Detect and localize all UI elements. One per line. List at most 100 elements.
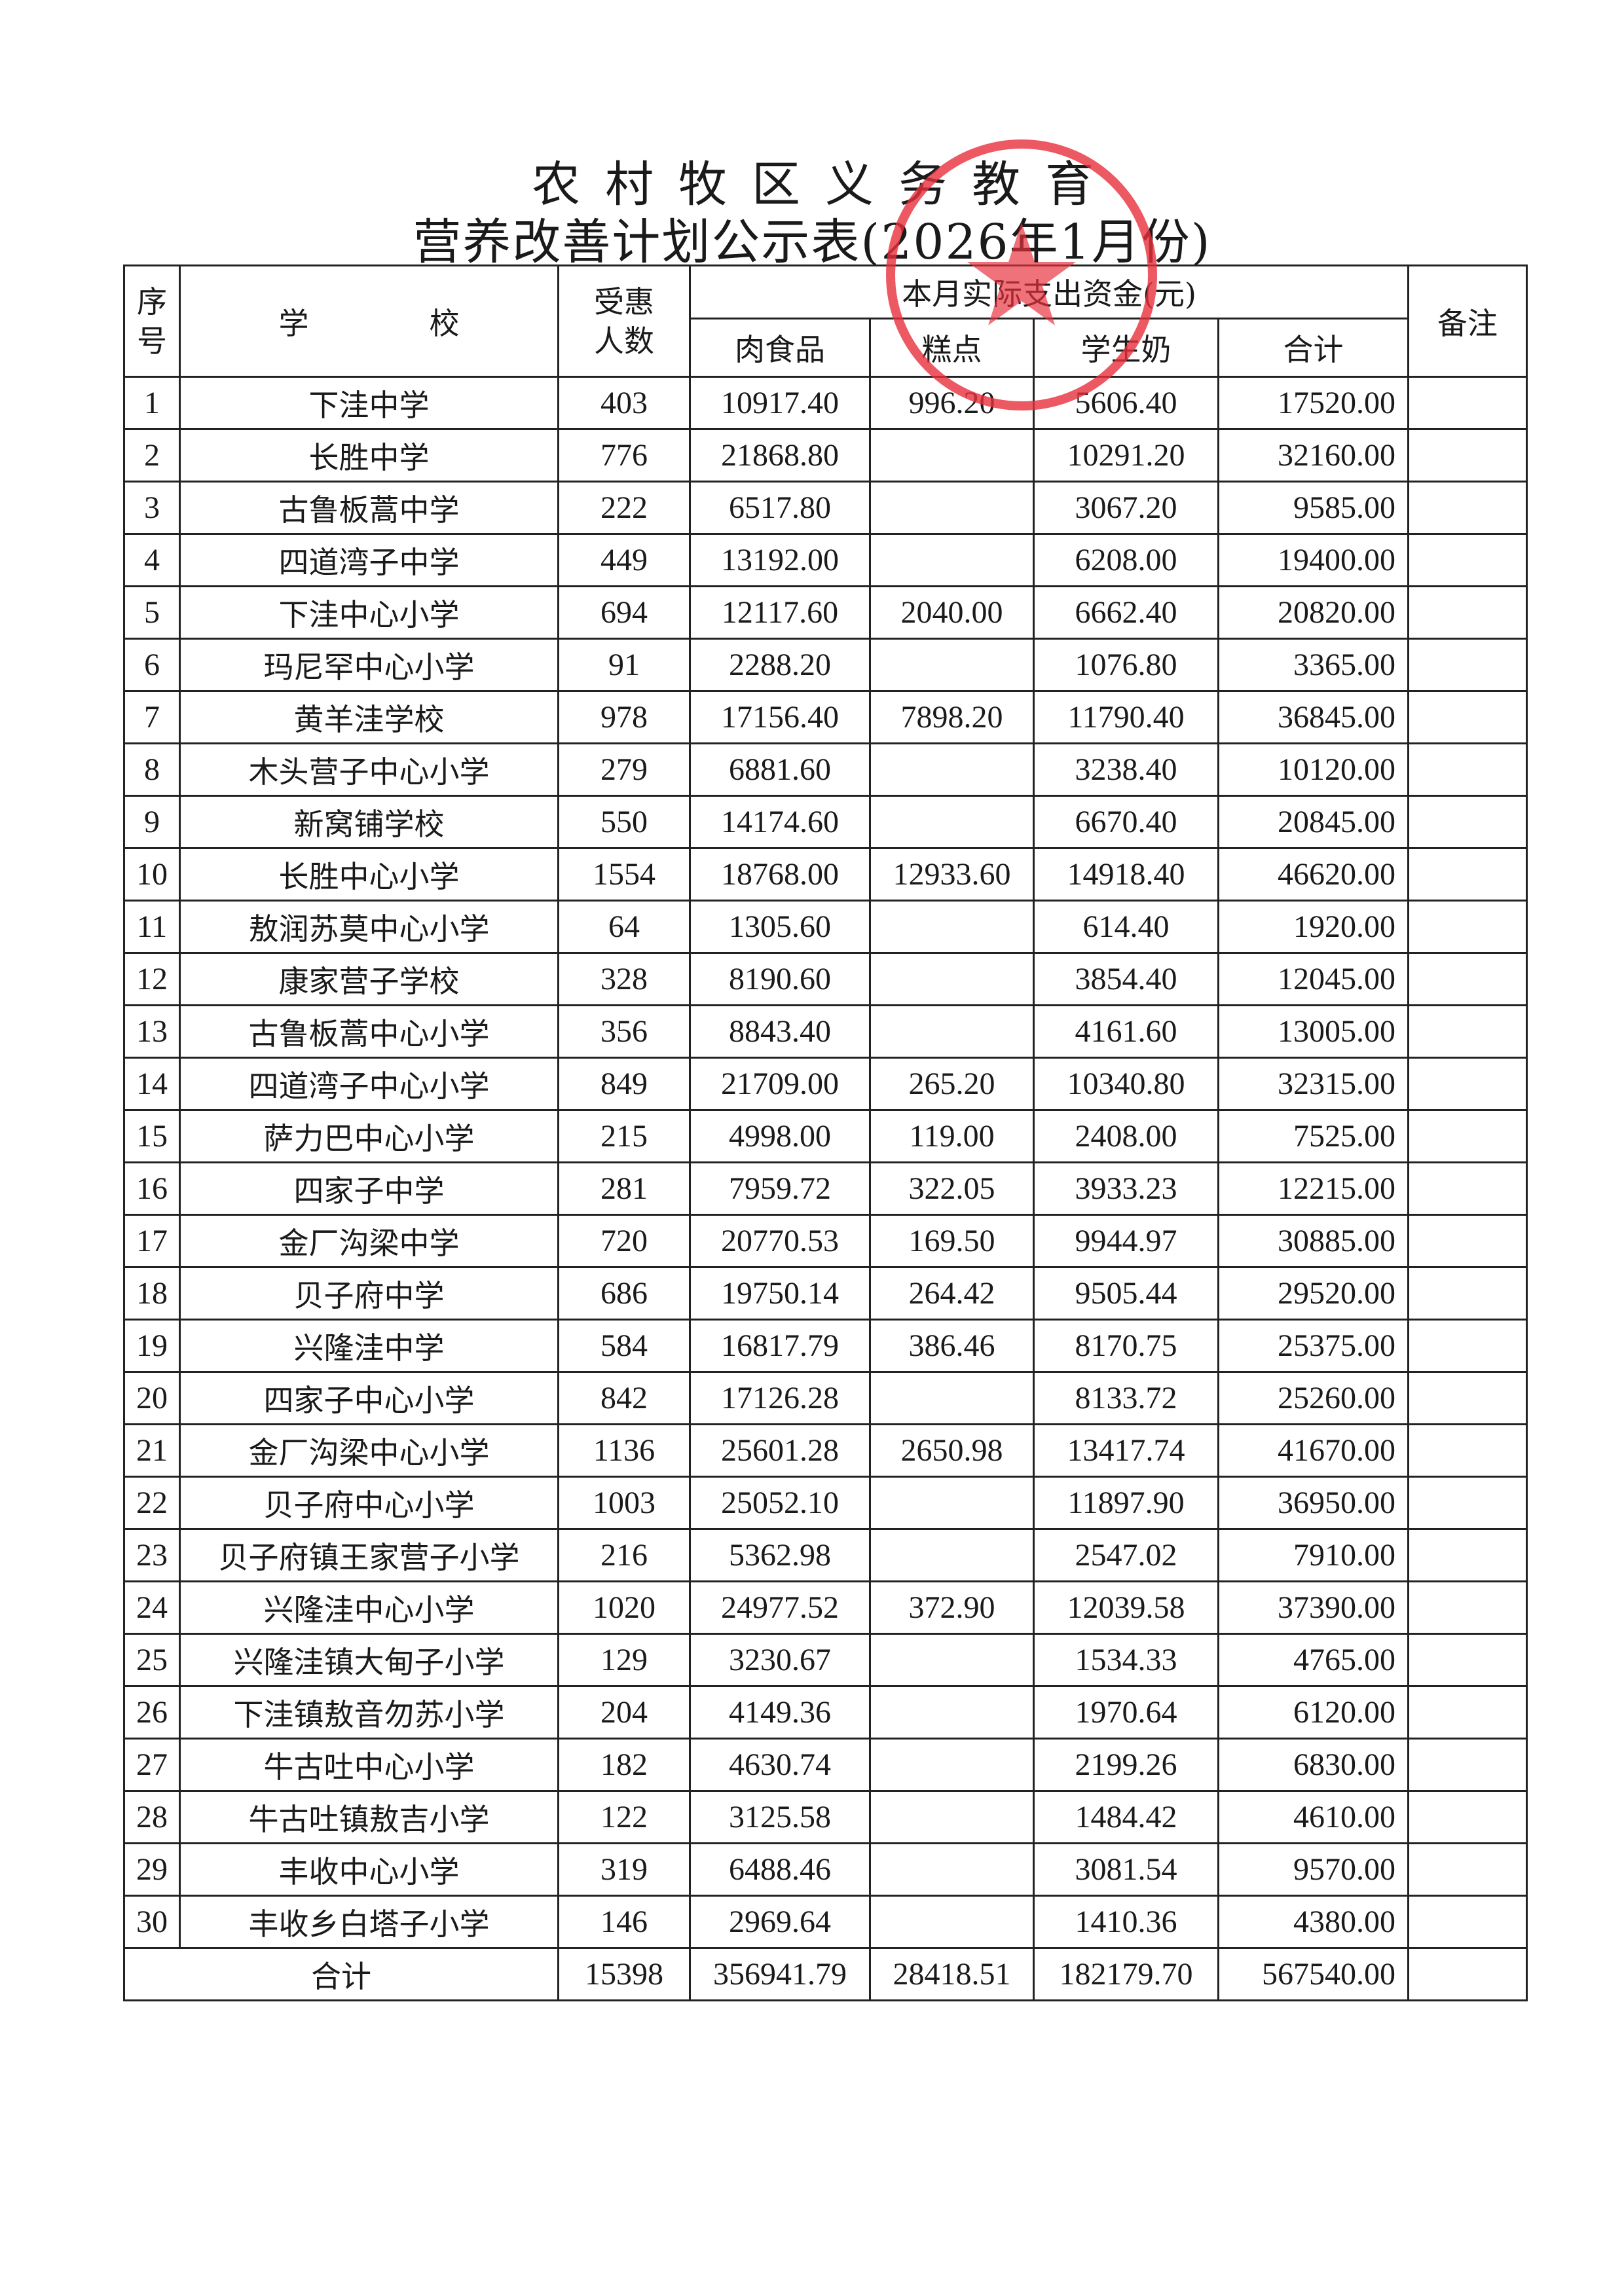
cell-seq: 9 (123, 795, 181, 849)
cell-pastry: 264.42 (869, 1266, 1035, 1321)
cell-meat: 17126.28 (689, 1371, 871, 1425)
totals-total: 567540.00 (1217, 1947, 1410, 2001)
cell-milk: 12039.58 (1033, 1580, 1219, 1635)
cell-beneficiaries: 720 (557, 1214, 691, 1268)
cell-pastry (869, 1842, 1035, 1897)
cell-beneficiaries: 328 (557, 952, 691, 1006)
totals-milk: 182179.70 (1033, 1947, 1219, 2001)
cell-meat: 2288.20 (689, 638, 871, 692)
cell-note (1407, 1161, 1528, 1216)
cell-seq: 12 (123, 952, 181, 1006)
cell-total: 36845.00 (1217, 690, 1410, 744)
cell-total: 13005.00 (1217, 1004, 1410, 1059)
cell-milk: 2547.02 (1033, 1528, 1219, 1582)
table-row: 2 长胜中学 776 21868.80 10291.20 32160.00 (123, 428, 1528, 483)
cell-milk: 8170.75 (1033, 1319, 1219, 1373)
table-row: 14 四道湾子中心小学 849 21709.00 265.20 10340.80 32315… (123, 1057, 1528, 1111)
cell-pastry: 372.90 (869, 1580, 1035, 1635)
cell-note (1407, 585, 1528, 640)
cell-school: 康家营子学校 (179, 952, 559, 1006)
cell-note (1407, 1319, 1528, 1373)
cell-total: 46620.00 (1217, 847, 1410, 902)
table-row: 20 四家子中心小学 842 17126.28 8133.72 25260.00 (123, 1371, 1528, 1425)
cell-milk: 4161.60 (1033, 1004, 1219, 1059)
cell-milk: 1534.33 (1033, 1633, 1219, 1687)
cell-school: 牛古吐中心小学 (179, 1738, 559, 1792)
cell-school: 长胜中学 (179, 428, 559, 483)
table-row: 30 丰收乡白塔子小学 146 2969.64 1410.36 4380.00 (123, 1895, 1528, 1949)
cell-note (1407, 1057, 1528, 1111)
cell-school: 古鲁板蒿中学 (179, 481, 559, 535)
table-row: 28 牛古吐镇敖吉小学 122 3125.58 1484.42 4610.00 (123, 1790, 1528, 1844)
cell-meat: 4149.36 (689, 1685, 871, 1740)
header-meat: 肉食品 (689, 318, 871, 378)
cell-milk: 6208.00 (1033, 533, 1219, 587)
table-row: 13 古鲁板蒿中心小学 356 8843.40 4161.60 13005.00 (123, 1004, 1528, 1059)
totals-pastry: 28418.51 (869, 1947, 1035, 2001)
cell-total: 12045.00 (1217, 952, 1410, 1006)
cell-pastry: 386.46 (869, 1319, 1035, 1373)
cell-note (1407, 1633, 1528, 1687)
cell-seq: 10 (123, 847, 181, 902)
cell-beneficiaries: 146 (557, 1895, 691, 1949)
cell-milk: 10340.80 (1033, 1057, 1219, 1111)
cell-note (1407, 742, 1528, 797)
cell-total: 9585.00 (1217, 481, 1410, 535)
header-seq: 序号 (123, 264, 181, 378)
cell-note (1407, 1790, 1528, 1844)
cell-beneficiaries: 1136 (557, 1423, 691, 1478)
cell-seq: 24 (123, 1580, 181, 1635)
cell-note (1407, 1004, 1528, 1059)
cell-meat: 21868.80 (689, 428, 871, 483)
cell-seq: 13 (123, 1004, 181, 1059)
table-row: 1 下洼中学 403 10917.40 996.20 5606.40 17520.00 (123, 376, 1528, 430)
cell-school: 丰收乡白塔子小学 (179, 1895, 559, 1949)
cell-beneficiaries: 449 (557, 533, 691, 587)
table-row: 6 玛尼罕中心小学 91 2288.20 1076.80 3365.00 (123, 638, 1528, 692)
table-row: 24 兴隆洼中心小学 1020 24977.52 372.90 12039.58 37390… (123, 1580, 1528, 1635)
cell-milk: 8133.72 (1033, 1371, 1219, 1425)
cell-pastry: 169.50 (869, 1214, 1035, 1268)
cell-pastry (869, 900, 1035, 954)
cell-pastry (869, 481, 1035, 535)
cell-total: 36950.00 (1217, 1476, 1410, 1530)
cell-school: 四道湾子中心小学 (179, 1057, 559, 1111)
cell-pastry: 322.05 (869, 1161, 1035, 1216)
cell-beneficiaries: 584 (557, 1319, 691, 1373)
cell-school: 下洼中心小学 (179, 585, 559, 640)
header-milk: 学生奶 (1033, 318, 1219, 378)
cell-school: 古鲁板蒿中心小学 (179, 1004, 559, 1059)
cell-seq: 21 (123, 1423, 181, 1478)
cell-beneficiaries: 978 (557, 690, 691, 744)
totals-label: 合计 (123, 1947, 559, 2001)
cell-school: 丰收中心小学 (179, 1842, 559, 1897)
cell-seq: 15 (123, 1109, 181, 1163)
cell-meat: 3230.67 (689, 1633, 871, 1687)
cell-milk: 1076.80 (1033, 638, 1219, 692)
cell-milk: 6662.40 (1033, 585, 1219, 640)
cell-school: 玛尼罕中心小学 (179, 638, 559, 692)
cell-seq: 2 (123, 428, 181, 483)
cell-total: 32160.00 (1217, 428, 1410, 483)
cell-milk: 6670.40 (1033, 795, 1219, 849)
table-row: 18 贝子府中学 686 19750.14 264.42 9505.44 29520.00 (123, 1266, 1528, 1321)
cell-total: 29520.00 (1217, 1266, 1410, 1321)
cell-total: 41670.00 (1217, 1423, 1410, 1478)
cell-total: 4765.00 (1217, 1633, 1410, 1687)
cell-seq: 17 (123, 1214, 181, 1268)
cell-total: 4610.00 (1217, 1790, 1410, 1844)
table-row: 19 兴隆洼中学 584 16817.79 386.46 8170.75 25375.00 (123, 1319, 1528, 1373)
header-note: 备注 (1407, 264, 1528, 378)
cell-note (1407, 481, 1528, 535)
cell-total: 32315.00 (1217, 1057, 1410, 1111)
cell-milk: 11897.90 (1033, 1476, 1219, 1530)
cell-beneficiaries: 204 (557, 1685, 691, 1740)
cell-milk: 614.40 (1033, 900, 1219, 954)
cell-meat: 4998.00 (689, 1109, 871, 1163)
cell-school: 木头营子中心小学 (179, 742, 559, 797)
cell-meat: 17156.40 (689, 690, 871, 744)
cell-seq: 6 (123, 638, 181, 692)
cell-meat: 8843.40 (689, 1004, 871, 1059)
cell-meat: 6488.46 (689, 1842, 871, 1897)
cell-beneficiaries: 403 (557, 376, 691, 430)
